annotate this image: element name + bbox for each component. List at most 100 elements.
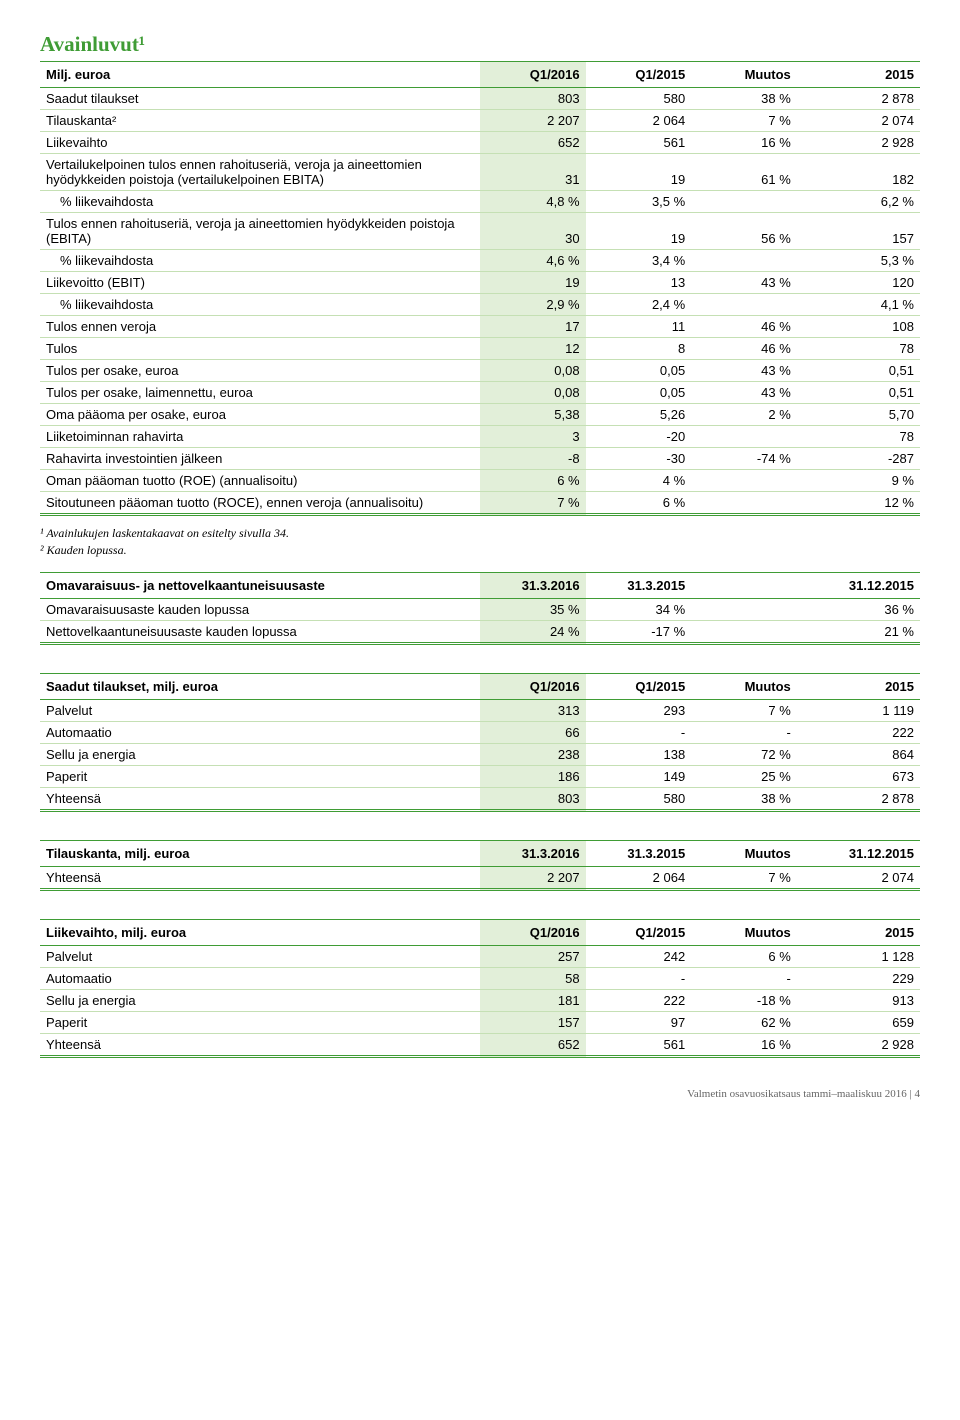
- table-cell: 6,2 %: [797, 191, 920, 213]
- table-cell: [691, 426, 797, 448]
- table-cell: 2,9 %: [480, 294, 586, 316]
- table-cell: Automaatio: [40, 722, 480, 744]
- table-cell: 43 %: [691, 360, 797, 382]
- table-cell: 0,51: [797, 360, 920, 382]
- table-cell: 8: [586, 338, 692, 360]
- table-cell: -287: [797, 448, 920, 470]
- column-header: Milj. euroa: [40, 62, 480, 88]
- table-cell: 13: [586, 272, 692, 294]
- column-header: Q1/2016: [480, 920, 586, 946]
- table-cell: 38 %: [691, 88, 797, 110]
- column-header: Muutos: [691, 62, 797, 88]
- table-row: Omavaraisuusaste kauden lopussa35 %34 %3…: [40, 599, 920, 621]
- table-cell: 659: [797, 1012, 920, 1034]
- column-header: Q1/2016: [480, 62, 586, 88]
- table-row: Palvelut2572426 %1 128: [40, 946, 920, 968]
- footnote-2: ² Kauden lopussa.: [40, 543, 920, 558]
- column-header: Q1/2015: [586, 62, 692, 88]
- table-cell: -18 %: [691, 990, 797, 1012]
- column-header: Omavaraisuus- ja nettovelkaantuneisuusas…: [40, 573, 480, 599]
- table-cell: 16 %: [691, 132, 797, 154]
- table-row: Automaatio58--229: [40, 968, 920, 990]
- column-header: Muutos: [691, 674, 797, 700]
- table-cell: 561: [586, 1034, 692, 1057]
- table-row: Rahavirta investointien jälkeen-8-30-74 …: [40, 448, 920, 470]
- table-cell: 257: [480, 946, 586, 968]
- table-cell: 0,51: [797, 382, 920, 404]
- table-cell: 24 %: [480, 621, 586, 644]
- table-cell: 43 %: [691, 382, 797, 404]
- table-cell: Tulos ennen veroja: [40, 316, 480, 338]
- table-row: Sellu ja energia181222-18 %913: [40, 990, 920, 1012]
- table-cell: Yhteensä: [40, 1034, 480, 1057]
- table-cell: 6 %: [691, 946, 797, 968]
- table-row: Sitoutuneen pääoman tuotto (ROCE), ennen…: [40, 492, 920, 515]
- table-cell: 3,4 %: [586, 250, 692, 272]
- table-cell: 157: [797, 213, 920, 250]
- column-header: 2015: [797, 62, 920, 88]
- footnote-1: ¹ Avainlukujen laskentakaavat on esitelt…: [40, 526, 920, 541]
- table-cell: 5,26: [586, 404, 692, 426]
- table-cell: 16 %: [691, 1034, 797, 1057]
- column-header: 31.3.2016: [480, 573, 586, 599]
- backlog-table-inner: Tilauskanta, milj. euroa31.3.201631.3.20…: [40, 840, 920, 891]
- table-row: Tulos ennen rahoituseriä, veroja ja aine…: [40, 213, 920, 250]
- table-cell: Tulos per osake, laimennettu, euroa: [40, 382, 480, 404]
- column-header: 2015: [797, 920, 920, 946]
- table-cell: -: [691, 722, 797, 744]
- table-row: Liikevoitto (EBIT)191343 %120: [40, 272, 920, 294]
- table-cell: 7 %: [691, 700, 797, 722]
- table-row: Yhteensä2 2072 0647 %2 074: [40, 867, 920, 890]
- table-cell: 2 207: [480, 110, 586, 132]
- table-cell: Automaatio: [40, 968, 480, 990]
- table-cell: 108: [797, 316, 920, 338]
- page-title: Avainluvut¹: [40, 32, 920, 57]
- table-cell: 149: [586, 766, 692, 788]
- table-cell: 186: [480, 766, 586, 788]
- table-cell: 2 207: [480, 867, 586, 890]
- table-cell: 6 %: [480, 470, 586, 492]
- table-cell: 38 %: [691, 788, 797, 811]
- page-footer: Valmetin osavuosikatsaus tammi–maaliskuu…: [40, 1088, 920, 1100]
- table-row: % liikevaihdosta2,9 %2,4 %4,1 %: [40, 294, 920, 316]
- footnotes: ¹ Avainlukujen laskentakaavat on esitelt…: [40, 526, 920, 558]
- equity-table-inner: Omavaraisuus- ja nettovelkaantuneisuusas…: [40, 572, 920, 645]
- table-cell: [691, 492, 797, 515]
- table-cell: 7 %: [691, 110, 797, 132]
- table-cell: 242: [586, 946, 692, 968]
- table-cell: 652: [480, 1034, 586, 1057]
- table-cell: -8: [480, 448, 586, 470]
- revenue-table-inner: Liikevaihto, milj. euroaQ1/2016Q1/2015Mu…: [40, 919, 920, 1058]
- table-cell: -17 %: [586, 621, 692, 644]
- table-cell: 2 928: [797, 1034, 920, 1057]
- table-cell: Sellu ja energia: [40, 744, 480, 766]
- table-cell: Rahavirta investointien jälkeen: [40, 448, 480, 470]
- table-cell: -30: [586, 448, 692, 470]
- table-cell: [691, 191, 797, 213]
- table-cell: Tulos: [40, 338, 480, 360]
- table-cell: 580: [586, 88, 692, 110]
- table-cell: [691, 294, 797, 316]
- table-cell: 61 %: [691, 154, 797, 191]
- table-cell: Paperit: [40, 766, 480, 788]
- table-cell: 6 %: [586, 492, 692, 515]
- column-header: 31.3.2016: [480, 841, 586, 867]
- column-header: Saadut tilaukset, milj. euroa: [40, 674, 480, 700]
- table-row: % liikevaihdosta4,6 %3,4 %5,3 %: [40, 250, 920, 272]
- table-row: Tulos per osake, euroa0,080,0543 %0,51: [40, 360, 920, 382]
- table-row: Tilauskanta²2 2072 0647 %2 074: [40, 110, 920, 132]
- table-cell: 803: [480, 788, 586, 811]
- table-cell: [691, 470, 797, 492]
- table-cell: Sitoutuneen pääoman tuotto (ROCE), ennen…: [40, 492, 480, 515]
- column-header: Q1/2015: [586, 920, 692, 946]
- table-cell: Liikevoitto (EBIT): [40, 272, 480, 294]
- table-cell: -: [586, 968, 692, 990]
- table-cell: 3,5 %: [586, 191, 692, 213]
- table-row: Saadut tilaukset80358038 %2 878: [40, 88, 920, 110]
- table-cell: Paperit: [40, 1012, 480, 1034]
- table-cell: Omavaraisuusaste kauden lopussa: [40, 599, 480, 621]
- table-cell: 5,70: [797, 404, 920, 426]
- table-row: Oman pääoman tuotto (ROE) (annualisoitu)…: [40, 470, 920, 492]
- table-cell: % liikevaihdosta: [40, 294, 480, 316]
- table-row: Sellu ja energia23813872 %864: [40, 744, 920, 766]
